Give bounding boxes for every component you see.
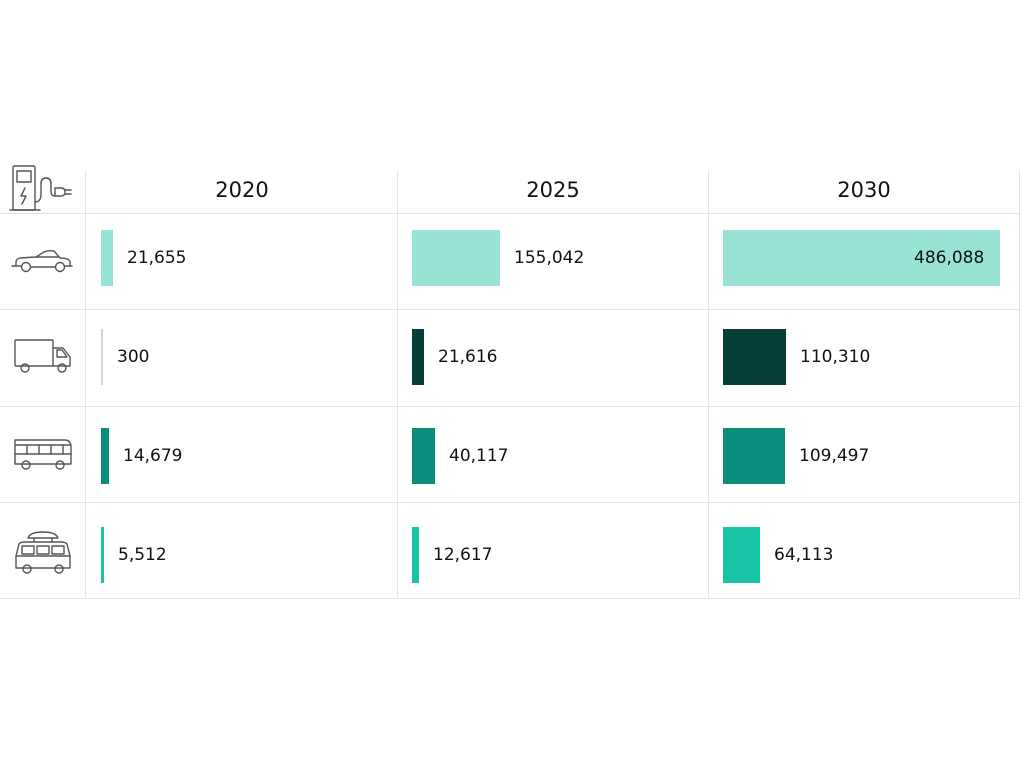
bar-bus-2030 [723, 428, 785, 484]
value-car-2030: 486,088 [914, 248, 985, 268]
bar-truck-2020 [101, 329, 103, 385]
grid-hline-bottom [0, 598, 1020, 599]
grid-vline-2025 [708, 170, 709, 599]
column-header-2025: 2025 [526, 178, 580, 202]
bar-truck-2030 [723, 329, 786, 385]
truck-icon [10, 334, 76, 378]
grid-hline-row-2 [0, 406, 1020, 407]
grid-vline-2030 [1019, 170, 1020, 599]
value-camper-2030: 64,113 [774, 545, 834, 565]
value-truck-2020: 300 [117, 347, 150, 367]
grid-hline-row-1 [0, 309, 1020, 310]
value-camper-2020: 5,512 [118, 545, 167, 565]
camper-van-icon [10, 530, 76, 574]
grid-hline-header [0, 213, 1020, 214]
grid-vline-icon-col [85, 170, 86, 599]
bar-camper-2030 [723, 527, 760, 583]
value-truck-2025: 21,616 [438, 347, 498, 367]
value-car-2025: 155,042 [514, 248, 585, 268]
grid-hline-row-3 [0, 502, 1020, 503]
value-bus-2030: 109,497 [799, 446, 870, 466]
value-truck-2030: 110,310 [800, 347, 871, 367]
bar-camper-2020 [101, 527, 104, 583]
bar-car-2020 [101, 230, 113, 286]
value-bus-2020: 14,679 [123, 446, 183, 466]
bar-car-2030 [723, 230, 1000, 286]
column-header-2020: 2020 [215, 178, 269, 202]
value-camper-2025: 12,617 [433, 545, 493, 565]
bar-camper-2025 [412, 527, 419, 583]
ev-charger-icon [8, 164, 76, 214]
car-icon [10, 238, 76, 282]
value-car-2020: 21,655 [127, 248, 187, 268]
value-bus-2025: 40,117 [449, 446, 509, 466]
bar-bus-2020 [101, 428, 109, 484]
bar-bus-2025 [412, 428, 435, 484]
column-header-2030: 2030 [837, 178, 891, 202]
grid-vline-2020 [397, 170, 398, 599]
bar-car-2025 [412, 230, 500, 286]
bus-icon [10, 432, 76, 476]
bar-truck-2025 [412, 329, 424, 385]
